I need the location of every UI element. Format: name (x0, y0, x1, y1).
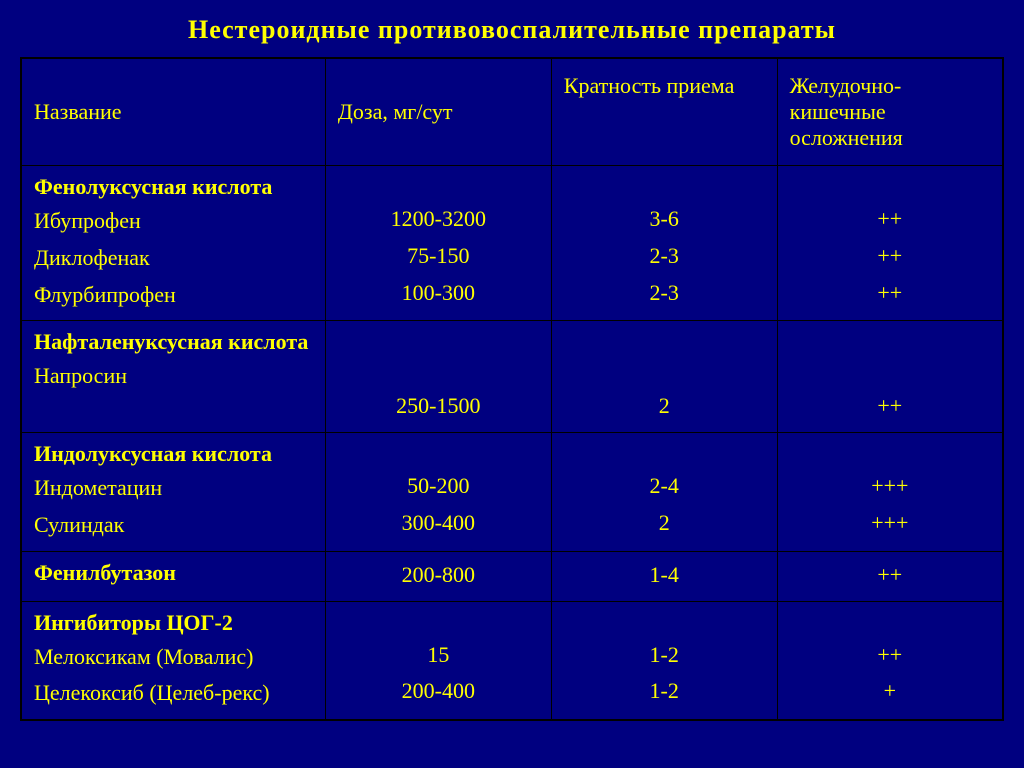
spacer (564, 329, 765, 391)
col-header-gi: Желудочно-кишечные осложнения (777, 58, 1003, 166)
group-header: Индолуксусная кислота (34, 441, 313, 467)
drug-name: Мелоксикам (Мовалис) (34, 642, 313, 673)
dose-value: 100-300 (338, 278, 539, 309)
gi-value: +++ (790, 471, 990, 502)
col-header-freq: Кратность приема (551, 58, 777, 166)
freq-value: 2-3 (564, 241, 765, 272)
spacer (790, 441, 990, 471)
drug-name: Флурбипрофен (34, 280, 313, 311)
freq-value: 2 (564, 508, 765, 539)
col-header-name: Название (21, 58, 325, 166)
gi-value: ++ (790, 278, 990, 309)
freq-value: 3-6 (564, 204, 765, 235)
cell-gi: +++ (777, 601, 1003, 720)
table-row: Индолуксусная кислота Индометацин Сулиндак… (21, 433, 1003, 552)
freq-value: 1-2 (564, 676, 765, 707)
cell-name: Нафталенуксусная кислота Напросин (21, 321, 325, 433)
cell-freq: 2-42 (551, 433, 777, 552)
spacer (790, 174, 990, 204)
spacer (338, 441, 539, 471)
drug-name: Ибупрофен (34, 206, 313, 237)
cell-dose: 15 200-400 (325, 601, 551, 720)
dose-value: 300-400 (338, 508, 539, 539)
dose-value: 200-400 (338, 676, 539, 707)
table-body: Фенолуксусная кислота Ибупрофен Диклофенак… (21, 166, 1003, 721)
gi-value: + (790, 676, 990, 707)
col-header-dose: Доза, мг/сут (325, 58, 551, 166)
cell-gi: ++ (777, 551, 1003, 601)
table-row: Ингибиторы ЦОГ-2 Мелоксикам (Мовалис) Целе… (21, 601, 1003, 720)
gi-value: ++ (790, 391, 990, 422)
freq-value: 1-2 (564, 640, 765, 671)
slide-title: Нестероидные противовоспалительные препа… (20, 15, 1004, 45)
drug-name: Диклофенак (34, 243, 313, 274)
slide-container: Нестероидные противовоспалительные препа… (0, 0, 1024, 768)
cell-gi: ++ (777, 321, 1003, 433)
cell-freq: 2 (551, 321, 777, 433)
dose-value: 75-150 (338, 241, 539, 272)
drug-name: Целекоксиб (Целеб-рекс) (34, 678, 313, 709)
cell-dose: 250-1500 (325, 321, 551, 433)
cell-dose: 1200-3200 75-150 100-300 (325, 166, 551, 321)
cell-name: Фенолуксусная кислота Ибупрофен Диклофенак… (21, 166, 325, 321)
drug-name: Напросин (34, 361, 313, 392)
group-header: Фенолуксусная кислота (34, 174, 313, 200)
freq-value: 2-3 (564, 278, 765, 309)
dose-value: 200-800 (338, 560, 539, 591)
freq-value: 2-4 (564, 471, 765, 502)
gi-value: ++ (790, 204, 990, 235)
table-row: Фенилбутазон 200-800 1-4 ++ (21, 551, 1003, 601)
spacer (564, 174, 765, 204)
gi-value: ++ (790, 241, 990, 272)
drug-name: Сулиндак (34, 510, 313, 541)
dose-value: 1200-3200 (338, 204, 539, 235)
cell-freq: 3-6 2-3 2-3 (551, 166, 777, 321)
cell-freq: 1-4 (551, 551, 777, 601)
freq-value: 2 (564, 391, 765, 422)
dose-value: 15 (338, 640, 539, 671)
cell-name: Ингибиторы ЦОГ-2 Мелоксикам (Мовалис) Целе… (21, 601, 325, 720)
group-header: Нафталенуксусная кислота (34, 329, 313, 355)
spacer (338, 329, 539, 391)
dose-value: 50-200 (338, 471, 539, 502)
table-header-row: Название Доза, мг/сут Кратность приема Ж… (21, 58, 1003, 166)
spacer (564, 441, 765, 471)
gi-value: +++ (790, 508, 990, 539)
cell-dose: 200-800 (325, 551, 551, 601)
cell-gi: ++ ++ ++ (777, 166, 1003, 321)
gi-value: ++ (790, 640, 990, 671)
table-row: Нафталенуксусная кислота Напросин 250-1500… (21, 321, 1003, 433)
spacer (338, 174, 539, 204)
freq-value: 1-4 (564, 560, 765, 591)
gi-value: ++ (790, 560, 990, 591)
drug-name: Индометацин (34, 473, 313, 504)
cell-name: Фенилбутазон (21, 551, 325, 601)
spacer (790, 610, 990, 640)
group-header: Фенилбутазон (34, 560, 313, 586)
cell-dose: 50-200 300-400 (325, 433, 551, 552)
nsaid-table: Название Доза, мг/сут Кратность приема Ж… (20, 57, 1004, 721)
cell-gi: +++ +++ (777, 433, 1003, 552)
dose-value: 250-1500 (338, 391, 539, 422)
spacer (564, 610, 765, 640)
cell-freq: 1-21-2 (551, 601, 777, 720)
spacer (338, 610, 539, 640)
spacer (790, 329, 990, 391)
group-header: Ингибиторы ЦОГ-2 (34, 610, 313, 636)
table-row: Фенолуксусная кислота Ибупрофен Диклофенак… (21, 166, 1003, 321)
cell-name: Индолуксусная кислота Индометацин Сулиндак (21, 433, 325, 552)
